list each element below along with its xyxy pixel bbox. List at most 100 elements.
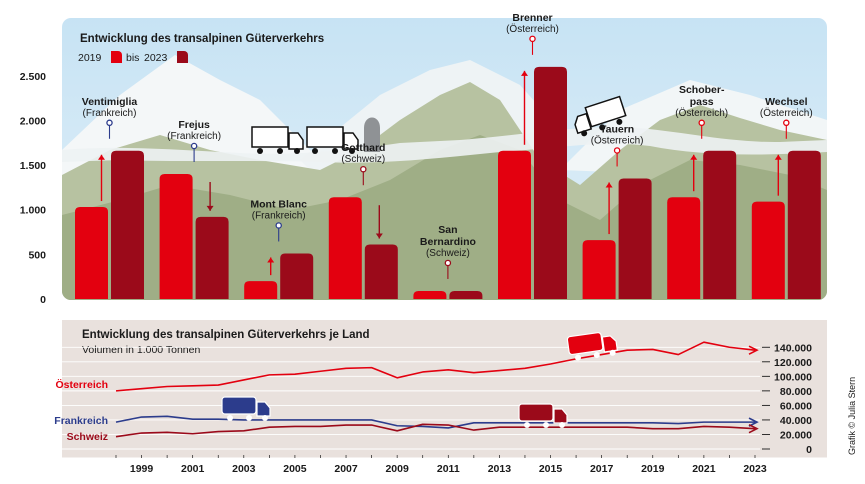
x-tick-label: 2007: [334, 463, 358, 475]
pin-head: [190, 142, 198, 150]
series-label: Frankreich: [54, 415, 108, 427]
bar-2023: [534, 66, 567, 299]
chart-title: Entwicklung des transalpinen Güterverkeh…: [80, 33, 324, 45]
change-arrow-head: [774, 154, 782, 160]
change-arrow-head: [605, 182, 613, 188]
pin-head: [529, 35, 536, 43]
x-tick-label: 2001: [181, 463, 205, 475]
x-tick-label: 2009: [385, 463, 409, 475]
pass-country-label: (Frankreich): [167, 131, 221, 142]
pass-name-label: Gotthard: [341, 142, 385, 154]
pass-name-label: Bernardino: [420, 236, 476, 248]
pin-head: [360, 165, 367, 173]
y-tick-label: 100.000: [774, 371, 812, 383]
line-chart: 140.000 120.000 100.000 80.000 60.000 40.000 2…: [54, 341, 827, 475]
x-tick-label: 2011: [437, 463, 460, 475]
pass-country-label: (Schweiz): [341, 154, 385, 165]
legend-swatch-2023: [177, 51, 188, 63]
pass-country-label: (Frankreich): [83, 108, 137, 119]
pin-head: [106, 119, 113, 127]
pass-country-label: (Schweiz): [426, 248, 470, 259]
series-label: Schweiz: [67, 431, 108, 443]
pin-head: [698, 119, 705, 127]
bar-2023: [195, 216, 229, 299]
bar-2023: [449, 290, 483, 299]
y-tick-label: 1.500: [20, 160, 46, 172]
change-arrow-head: [206, 205, 214, 211]
truck-icon: [251, 126, 304, 154]
legend-from-year: 2019: [78, 52, 102, 64]
legend-to-year: 2023: [144, 52, 168, 64]
y-tick-label: 80.000: [780, 386, 812, 398]
series-line: [115, 341, 756, 392]
bar-2019: [328, 197, 362, 299]
legend-mid-word: bis: [126, 52, 139, 64]
y-tick-label: 20.000: [780, 429, 812, 441]
line-chart-title: Entwicklung des transalpinen Güterverkeh…: [82, 329, 370, 341]
series-arrow-head: [748, 417, 759, 427]
y-tick-label: 0: [806, 444, 812, 456]
series-label: Österreich: [55, 378, 108, 391]
bar-2019: [751, 201, 785, 299]
change-arrow-head: [98, 154, 105, 160]
pin-head: [613, 147, 621, 154]
series-line: [115, 423, 756, 438]
series-arrow-head: [748, 345, 759, 355]
series-line: [115, 415, 755, 429]
y-tick-label: 500: [28, 249, 46, 261]
lower-panel: [62, 320, 827, 458]
y-tick-label: 2.000: [20, 115, 46, 127]
x-tick-label: 2015: [539, 463, 563, 475]
bar-2023: [280, 253, 314, 299]
bar-2023: [364, 244, 398, 299]
y-tick-label: 60.000: [780, 400, 812, 412]
y-tick-label: 1.000: [20, 205, 46, 217]
change-arrow-head: [267, 257, 275, 263]
x-tick-label: 2023: [743, 463, 767, 475]
pass-country-label: (Österreich): [506, 23, 559, 35]
bar-2019: [498, 150, 531, 299]
bar-2019: [75, 207, 108, 299]
pin-head: [275, 222, 282, 229]
change-arrow-head: [521, 70, 528, 76]
truck-icon: [221, 396, 271, 421]
tunnel-portal-icon: [364, 117, 380, 152]
truck-icon: [518, 403, 568, 428]
x-tick-label: 2005: [283, 463, 307, 475]
x-tick-label: 2017: [590, 463, 614, 475]
x-tick-label: 2013: [488, 463, 512, 475]
pass-name-label: Frejus: [178, 119, 210, 131]
bar-2023: [111, 150, 144, 299]
change-arrow-head: [375, 233, 383, 239]
bar-2019: [413, 290, 447, 299]
series-arrow-head: [748, 423, 759, 434]
bar-2019: [667, 197, 701, 299]
pass-name-label: Schober-: [679, 84, 725, 96]
truck-icon: [574, 95, 627, 137]
pass-country-label: (Österreich): [760, 107, 813, 119]
credit-label: Grafik © Julia Stern: [847, 377, 857, 455]
bar-2019: [582, 240, 616, 299]
bar-2019: [159, 174, 193, 299]
pin-head: [444, 259, 452, 267]
y-tick-label: 120.000: [774, 357, 812, 369]
pass-name-label: Wechsel: [765, 96, 807, 108]
x-tick-label: 2021: [692, 463, 716, 475]
pass-name-label: San: [438, 224, 457, 236]
truck-icon: [306, 126, 359, 154]
pin-head: [783, 119, 790, 127]
x-tick-label: 2003: [232, 463, 256, 475]
pass-name-label: Tauern: [600, 123, 634, 135]
pass-name-label: Ventimiglia: [82, 96, 138, 108]
x-tick-label: 1999: [130, 463, 154, 475]
pass-country-label: (Österreich): [675, 107, 728, 119]
y-tick-label: 2.500: [20, 71, 46, 83]
y-tick-label: 40.000: [780, 415, 812, 427]
y-tick-label: 140.000: [774, 342, 812, 354]
pass-name-label: Mont Blanc: [250, 198, 307, 210]
bar-2023: [618, 178, 652, 299]
bar-2023: [787, 150, 821, 299]
legend-swatch-2019: [111, 51, 122, 63]
snow-band: [62, 126, 827, 163]
